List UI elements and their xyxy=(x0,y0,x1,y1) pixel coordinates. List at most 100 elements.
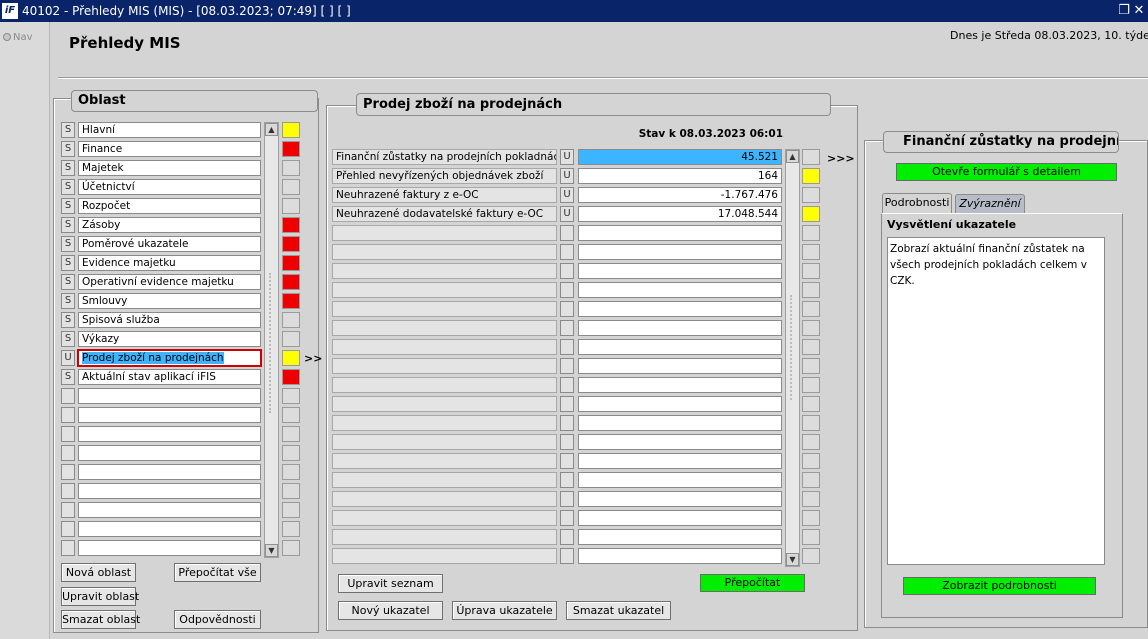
ukazatel-flag-button[interactable] xyxy=(560,491,574,507)
ukazatel-value[interactable]: 45.521 xyxy=(578,149,782,165)
ukazatel-flag-button[interactable] xyxy=(560,282,574,298)
oblast-item[interactable] xyxy=(78,540,261,556)
ukazatel-value[interactable] xyxy=(578,377,782,393)
oblast-item[interactable]: Spisová služba xyxy=(78,312,261,328)
nav-toggle[interactable]: Nav xyxy=(3,32,33,43)
oblast-flag-button[interactable]: S xyxy=(61,293,75,309)
upravit-oblast-button[interactable]: Upravit oblast xyxy=(61,587,139,606)
oblast-flag-button[interactable] xyxy=(61,502,75,518)
ukazatel-flag-button[interactable] xyxy=(560,548,574,564)
oblast-flag-button[interactable]: U xyxy=(61,350,75,366)
oblast-item[interactable] xyxy=(78,502,261,518)
status-indicator[interactable] xyxy=(802,529,820,545)
oblast-flag-button[interactable]: S xyxy=(61,217,75,233)
status-indicator[interactable] xyxy=(282,426,300,442)
scroll-grip[interactable] xyxy=(269,273,273,413)
ukazatel-value[interactable]: 17.048.544 xyxy=(578,206,782,222)
oblast-item[interactable]: Rozpočet xyxy=(78,198,261,214)
oblast-flag-button[interactable] xyxy=(61,464,75,480)
ukazatel-label[interactable]: Přehled nevyřízených objednávek zboží xyxy=(332,168,557,184)
ukazatel-label[interactable]: Neuhrazené dodavatelské faktury e-OC xyxy=(332,206,557,222)
ukazatel-value[interactable] xyxy=(578,529,782,545)
oblast-flag-button[interactable]: S xyxy=(61,179,75,195)
oblast-item[interactable] xyxy=(78,483,261,499)
status-indicator[interactable] xyxy=(282,160,300,176)
oblast-flag-button[interactable]: S xyxy=(61,236,75,252)
ukazatel-flag-button[interactable] xyxy=(560,339,574,355)
status-indicator[interactable] xyxy=(802,244,820,260)
ukazatel-value[interactable]: -1.767.476 xyxy=(578,187,782,203)
status-indicator[interactable] xyxy=(802,548,820,564)
novy-ukazatel-button[interactable]: Nový ukazatel xyxy=(338,601,443,620)
status-indicator[interactable] xyxy=(282,502,300,518)
status-indicator[interactable] xyxy=(282,350,300,366)
ukazatel-flag-button[interactable] xyxy=(560,358,574,374)
status-indicator[interactable] xyxy=(802,263,820,279)
oblast-flag-button[interactable]: S xyxy=(61,255,75,271)
scroll-grip[interactable] xyxy=(790,295,794,400)
oblast-flag-button[interactable] xyxy=(61,483,75,499)
smazat-ukazatel-button[interactable]: Smazat ukazatel xyxy=(566,601,671,620)
ukazatel-label[interactable] xyxy=(332,491,557,507)
oblast-flag-button[interactable] xyxy=(61,426,75,442)
status-indicator[interactable] xyxy=(282,198,300,214)
status-indicator[interactable] xyxy=(282,217,300,233)
ukazatel-value[interactable] xyxy=(578,282,782,298)
ukazatel-label[interactable] xyxy=(332,358,557,374)
ukazatel-value[interactable]: 164 xyxy=(578,168,782,184)
status-indicator[interactable] xyxy=(282,122,300,138)
status-indicator[interactable] xyxy=(282,293,300,309)
prepocitat-vse-button[interactable]: Přepočítat vše xyxy=(174,563,261,582)
oblast-item[interactable] xyxy=(78,426,261,442)
uprava-ukazatele-button[interactable]: Úprava ukazatele xyxy=(452,601,557,620)
oblast-item[interactable]: Operativní evidence majetku xyxy=(78,274,261,290)
ukazatel-value[interactable] xyxy=(578,320,782,336)
status-indicator[interactable] xyxy=(282,179,300,195)
nova-oblast-button[interactable]: Nová oblast xyxy=(61,563,136,582)
smazat-oblast-button[interactable]: Smazat oblast xyxy=(61,610,140,629)
ukazatel-flag-button[interactable] xyxy=(560,396,574,412)
ukazatel-flag-button[interactable]: U xyxy=(560,187,574,203)
status-indicator[interactable] xyxy=(282,274,300,290)
ukazatel-value[interactable] xyxy=(578,339,782,355)
status-indicator[interactable] xyxy=(802,206,820,222)
ukazatel-label[interactable] xyxy=(332,548,557,564)
ukazatel-value[interactable] xyxy=(578,301,782,317)
oblast-item[interactable]: Výkazy xyxy=(78,331,261,347)
oblast-flag-button[interactable] xyxy=(61,445,75,461)
status-indicator[interactable] xyxy=(802,453,820,469)
status-indicator[interactable] xyxy=(282,483,300,499)
oblast-item[interactable] xyxy=(78,407,261,423)
status-indicator[interactable] xyxy=(802,377,820,393)
oblast-flag-button[interactable]: S xyxy=(61,141,75,157)
ukazatel-value[interactable] xyxy=(578,396,782,412)
oblast-item[interactable]: Hlavní xyxy=(78,122,261,138)
scroll-down-icon[interactable]: ▼ xyxy=(265,544,278,557)
status-indicator[interactable] xyxy=(802,301,820,317)
ukazatel-label[interactable]: Finanční zůstatky na prodejních pokladná… xyxy=(332,149,557,165)
oblast-item[interactable]: Poměrové ukazatele xyxy=(78,236,261,252)
ukazatel-label[interactable] xyxy=(332,510,557,526)
ukazatel-label[interactable] xyxy=(332,244,557,260)
oblast-scrollbar[interactable]: ▲ ▼ xyxy=(264,122,279,558)
ukazatel-value[interactable] xyxy=(578,453,782,469)
status-indicator[interactable] xyxy=(282,331,300,347)
status-indicator[interactable] xyxy=(282,236,300,252)
ukazatel-flag-button[interactable]: U xyxy=(560,168,574,184)
scroll-down-icon[interactable]: ▼ xyxy=(786,553,799,566)
ukazatel-flag-button[interactable] xyxy=(560,244,574,260)
oblast-flag-button[interactable] xyxy=(61,388,75,404)
oblast-flag-button[interactable]: S xyxy=(61,198,75,214)
oblast-flag-button[interactable] xyxy=(61,540,75,556)
ukazatel-label[interactable] xyxy=(332,529,557,545)
oblast-item[interactable]: Aktuální stav aplikací iFIS xyxy=(78,369,261,385)
oblast-item[interactable] xyxy=(78,388,261,404)
ukazatel-flag-button[interactable] xyxy=(560,510,574,526)
oblast-item[interactable]: Prodej zboží na prodejnách xyxy=(77,349,262,367)
status-indicator[interactable] xyxy=(802,149,820,165)
status-indicator[interactable] xyxy=(802,168,820,184)
ukazatel-label[interactable] xyxy=(332,225,557,241)
status-indicator[interactable] xyxy=(282,445,300,461)
status-indicator[interactable] xyxy=(802,510,820,526)
status-indicator[interactable] xyxy=(282,407,300,423)
